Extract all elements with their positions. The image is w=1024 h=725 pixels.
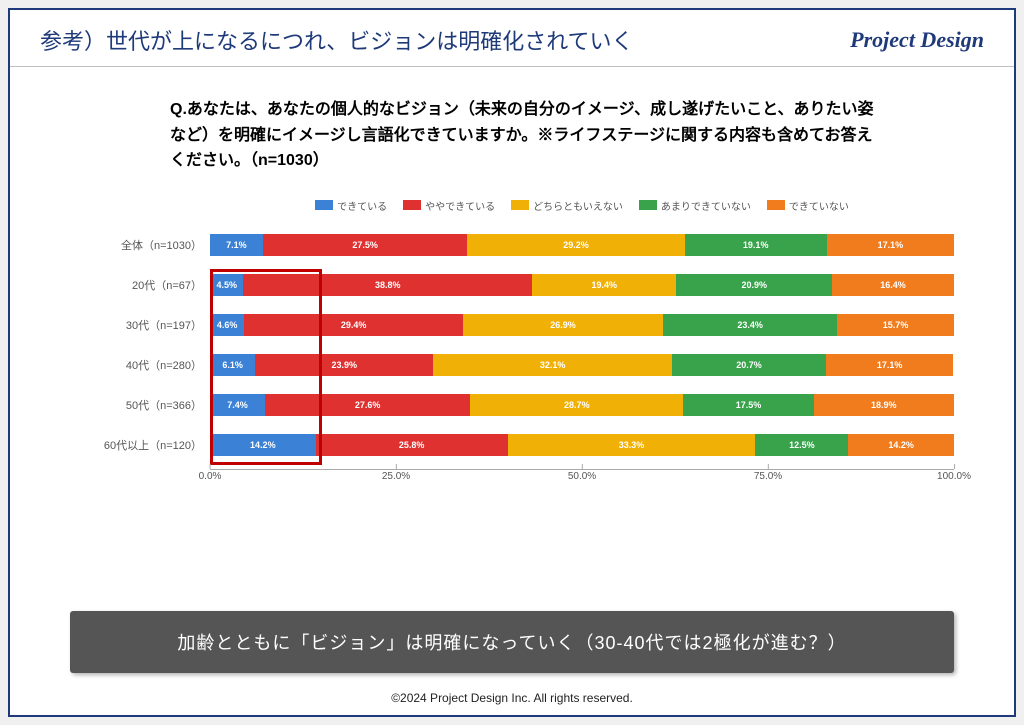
axis-tick: 50.0% — [568, 465, 596, 482]
axis-tick: 75.0% — [754, 465, 782, 482]
legend-label: できていない — [789, 198, 849, 213]
legend-item: あまりできていない — [639, 198, 751, 213]
bar-segment: 38.8% — [243, 274, 532, 296]
row-label: 60代以上（n=120） — [70, 437, 210, 453]
bar-segment: 4.6% — [210, 314, 244, 336]
legend-swatch — [767, 200, 785, 210]
bar-segment: 14.2% — [210, 434, 316, 456]
bar-segment: 6.1% — [210, 354, 255, 376]
bar-segment: 25.8% — [316, 434, 508, 456]
chart-row: 60代以上（n=120）14.2%25.8%33.3%12.5%14.2% — [70, 425, 954, 465]
chart-legend: できている ややできている どちらともいえない あまりできていない できていない — [210, 198, 954, 213]
bar-segment: 32.1% — [433, 354, 672, 376]
row-label: 50代（n=366） — [70, 397, 210, 413]
bar-track: 7.1%27.5%29.2%19.1%17.1% — [210, 234, 954, 256]
row-label: 全体（n=1030） — [70, 237, 210, 253]
chart-row: 50代（n=366）7.4%27.6%28.7%17.5%18.9% — [70, 385, 954, 425]
axis-tick-label: 50.0% — [568, 471, 596, 482]
axis-tick-label: 25.0% — [382, 471, 410, 482]
bar-segment: 23.4% — [663, 314, 837, 336]
bar-segment: 4.5% — [210, 274, 243, 296]
legend-item: できている — [315, 198, 387, 213]
slide: 参考）世代が上になるにつれ、ビジョンは明確化されていく Project Desi… — [8, 8, 1016, 717]
logo: Project Design — [850, 27, 984, 53]
bar-segment: 17.5% — [683, 394, 813, 416]
legend-label: あまりできていない — [661, 198, 751, 213]
axis-tick: 100.0% — [937, 465, 971, 482]
bar-segment: 26.9% — [463, 314, 663, 336]
bar-track: 14.2%25.8%33.3%12.5%14.2% — [210, 434, 954, 456]
legend-swatch — [315, 200, 333, 210]
callout-box: 加齢とともに「ビジョン」は明確になっていく（30-40代では2極化が進む？） — [70, 611, 954, 673]
bar-track: 7.4%27.6%28.7%17.5%18.9% — [210, 394, 954, 416]
bar-segment: 15.7% — [837, 314, 954, 336]
row-label: 30代（n=197） — [70, 317, 210, 333]
legend-item: できていない — [767, 198, 849, 213]
chart-row: 40代（n=280）6.1%23.9%32.1%20.7%17.1% — [70, 345, 954, 385]
survey-question: Q.あなたは、あなたの個人的なビジョン（未来の自分のイメージ、成し遂げたいこと、… — [70, 97, 954, 174]
bar-segment: 17.1% — [826, 354, 953, 376]
bar-segment: 16.4% — [832, 274, 954, 296]
legend-item: どちらともいえない — [511, 198, 623, 213]
bar-segment: 27.5% — [263, 234, 468, 256]
content-area: Q.あなたは、あなたの個人的なビジョン（未来の自分のイメージ、成し遂げたいこと、… — [10, 67, 1014, 683]
bar-segment: 33.3% — [508, 434, 756, 456]
row-label: 40代（n=280） — [70, 357, 210, 373]
header: 参考）世代が上になるにつれ、ビジョンは明確化されていく Project Desi… — [10, 10, 1014, 67]
legend-item: ややできている — [403, 198, 495, 213]
bar-segment: 19.1% — [685, 234, 827, 256]
bar-segment: 23.9% — [255, 354, 433, 376]
bar-segment: 20.7% — [672, 354, 826, 376]
chart-row: 20代（n=67）4.5%38.8%19.4%20.9%16.4% — [70, 265, 954, 305]
legend-label: ややできている — [425, 198, 495, 213]
bar-segment: 29.4% — [244, 314, 463, 336]
row-label: 20代（n=67） — [70, 277, 210, 293]
legend-swatch — [511, 200, 529, 210]
axis-tick-label: 0.0% — [199, 471, 222, 482]
bar-track: 4.5%38.8%19.4%20.9%16.4% — [210, 274, 954, 296]
bar-segment: 17.1% — [827, 234, 954, 256]
axis-tick: 25.0% — [382, 465, 410, 482]
bar-track: 6.1%23.9%32.1%20.7%17.1% — [210, 354, 954, 376]
bar-track: 4.6%29.4%26.9%23.4%15.7% — [210, 314, 954, 336]
bar-segment: 20.9% — [676, 274, 831, 296]
axis-tick-label: 100.0% — [937, 471, 971, 482]
legend-label: できている — [337, 198, 387, 213]
legend-swatch — [639, 200, 657, 210]
bar-segment: 7.1% — [210, 234, 263, 256]
x-axis: 0.0%25.0%50.0%75.0%100.0% — [70, 469, 954, 489]
bar-segment: 12.5% — [755, 434, 848, 456]
chart-rows: 全体（n=1030）7.1%27.5%29.2%19.1%17.1%20代（n=… — [70, 225, 954, 465]
chart-row: 30代（n=197）4.6%29.4%26.9%23.4%15.7% — [70, 305, 954, 345]
axis-tick: 0.0% — [199, 465, 222, 482]
bar-segment: 19.4% — [532, 274, 676, 296]
bar-segment: 29.2% — [467, 234, 684, 256]
page-title: 参考）世代が上になるにつれ、ビジョンは明確化されていく — [40, 24, 634, 56]
bar-segment: 27.6% — [265, 394, 470, 416]
bar-segment: 7.4% — [210, 394, 265, 416]
chart-row: 全体（n=1030）7.1%27.5%29.2%19.1%17.1% — [70, 225, 954, 265]
axis-tick-label: 75.0% — [754, 471, 782, 482]
bar-segment: 14.2% — [848, 434, 954, 456]
bar-segment: 28.7% — [470, 394, 683, 416]
footer-copyright: ©2024 Project Design Inc. All rights res… — [10, 683, 1014, 715]
legend-swatch — [403, 200, 421, 210]
chart: できている ややできている どちらともいえない あまりできていない できていない 全体（… — [70, 198, 954, 601]
legend-label: どちらともいえない — [533, 198, 623, 213]
bar-segment: 18.9% — [814, 394, 954, 416]
